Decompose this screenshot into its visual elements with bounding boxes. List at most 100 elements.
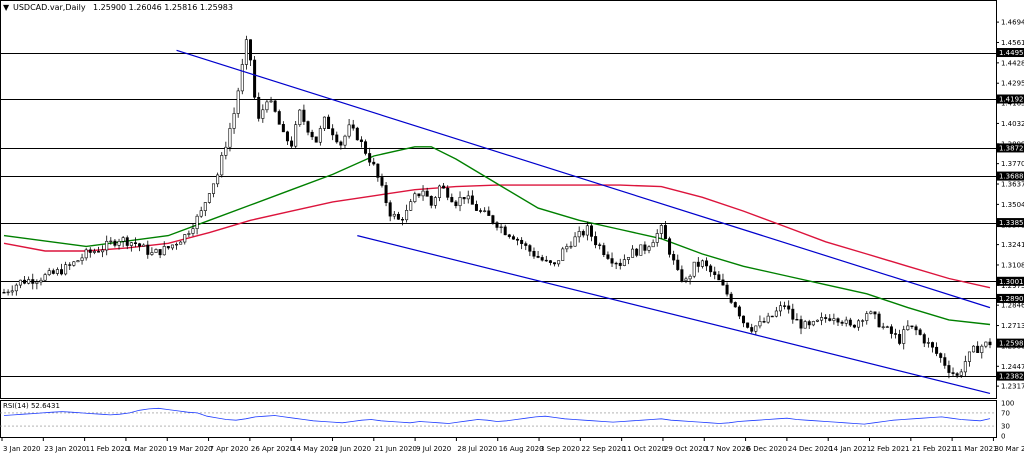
- candle-body: [815, 319, 819, 322]
- candle-body: [906, 325, 910, 331]
- candle-body: [729, 293, 733, 303]
- candle-body: [253, 59, 257, 98]
- level-price-box-6: [997, 293, 1024, 303]
- candle-body: [55, 269, 59, 274]
- ohlc-values: 1.25900 1.26046 1.25816 1.25983: [93, 3, 233, 12]
- candle-body: [290, 140, 294, 147]
- main-plot-frame: [0, 0, 997, 399]
- candle-body: [626, 257, 630, 260]
- candle-body: [594, 236, 598, 246]
- candle-body: [298, 109, 302, 125]
- candle-body: [844, 319, 848, 324]
- candle-body: [331, 128, 335, 136]
- candle-body: [462, 197, 466, 200]
- candle-body: [372, 161, 376, 165]
- y-tick-label-14: 1.28460: [1001, 302, 1024, 310]
- trend-channel: [176, 49, 991, 394]
- candle-body: [18, 279, 22, 286]
- candle-body: [96, 251, 100, 253]
- candle-body: [232, 113, 236, 129]
- x-tick-label-18: 6 Dec 2020: [747, 445, 787, 453]
- candle-body: [569, 245, 573, 248]
- candle-body: [585, 225, 589, 236]
- candle-body: [466, 195, 470, 200]
- candle-body: [285, 131, 289, 142]
- candle-body: [548, 260, 552, 263]
- candle-body: [35, 281, 39, 284]
- y-tick-label-18: 1.23175: [1001, 383, 1024, 391]
- candle-body: [454, 201, 458, 207]
- price-axis[interactable]: 1.46940 1.45610 1.44280 1.42950 1.41655 1.403…: [996, 19, 1024, 391]
- level-price-box-1: [997, 94, 1024, 104]
- candle-body: [955, 373, 959, 376]
- candle-body: [577, 231, 581, 238]
- candle-body: [162, 246, 166, 256]
- x-tick-label-12: 16 Aug 2020: [499, 445, 544, 453]
- candle-body: [573, 236, 577, 247]
- candle-body: [532, 250, 536, 257]
- candle-body: [557, 260, 561, 265]
- candle-body: [384, 185, 388, 203]
- candle-body: [746, 322, 750, 328]
- candle-body: [939, 353, 943, 358]
- candle-body: [121, 237, 125, 242]
- candle-body: [848, 319, 852, 326]
- candle-body: [429, 195, 433, 206]
- candle-body: [902, 329, 906, 344]
- candle-body: [770, 315, 774, 318]
- ma-red-line: [3, 184, 991, 289]
- candle-body: [207, 193, 211, 203]
- level-price-box-7: [997, 371, 1024, 381]
- candle-body: [680, 269, 684, 282]
- candle-body: [926, 342, 930, 344]
- header-triangle-icon[interactable]: ▼: [3, 3, 10, 12]
- candle-body: [750, 327, 754, 332]
- candle-body: [869, 311, 873, 314]
- candle-body: [60, 269, 64, 275]
- candle-body: [754, 325, 758, 332]
- candle-body: [117, 241, 121, 246]
- candle-body: [709, 265, 713, 273]
- candle-body: [257, 96, 261, 119]
- candle-body: [807, 321, 811, 326]
- candle-body: [894, 333, 898, 335]
- candle-body: [705, 260, 709, 267]
- candle-body: [631, 248, 635, 258]
- x-tick-label-1: 23 Jan 2020: [44, 445, 86, 453]
- candle-body: [877, 313, 881, 328]
- candle-body: [51, 270, 55, 274]
- candle-body: [918, 329, 922, 335]
- candle-body: [396, 213, 400, 220]
- candle-body: [791, 308, 795, 320]
- candle-body: [187, 233, 191, 235]
- candle-body: [824, 317, 828, 319]
- rsi-tick-label-0: 100: [1001, 400, 1014, 408]
- candle-body: [828, 318, 832, 321]
- x-tick-label-15: 11 Oct 2020: [623, 445, 666, 453]
- candle-body: [516, 238, 520, 241]
- candle-body: [483, 210, 487, 212]
- candle-body: [972, 345, 976, 353]
- candle-body: [322, 116, 326, 129]
- candle-body: [881, 326, 885, 328]
- candle-body: [873, 311, 877, 315]
- candle-body: [474, 204, 478, 211]
- x-tick-label-8: 2 Jun 2020: [333, 445, 371, 453]
- candle-body: [589, 225, 593, 237]
- level-price-label-0: 1.44955: [999, 49, 1024, 57]
- candle-body: [359, 139, 363, 142]
- candle-body: [852, 324, 856, 328]
- candle-body: [39, 279, 43, 283]
- candle-body: [565, 246, 569, 250]
- candle-body: [318, 128, 322, 143]
- candle-body: [277, 111, 281, 125]
- candle-body: [236, 90, 240, 114]
- candle-body: [150, 252, 154, 255]
- candle-body: [696, 261, 700, 267]
- candle-body: [774, 310, 778, 317]
- candle-body: [885, 326, 889, 328]
- rsi-line: [3, 407, 991, 425]
